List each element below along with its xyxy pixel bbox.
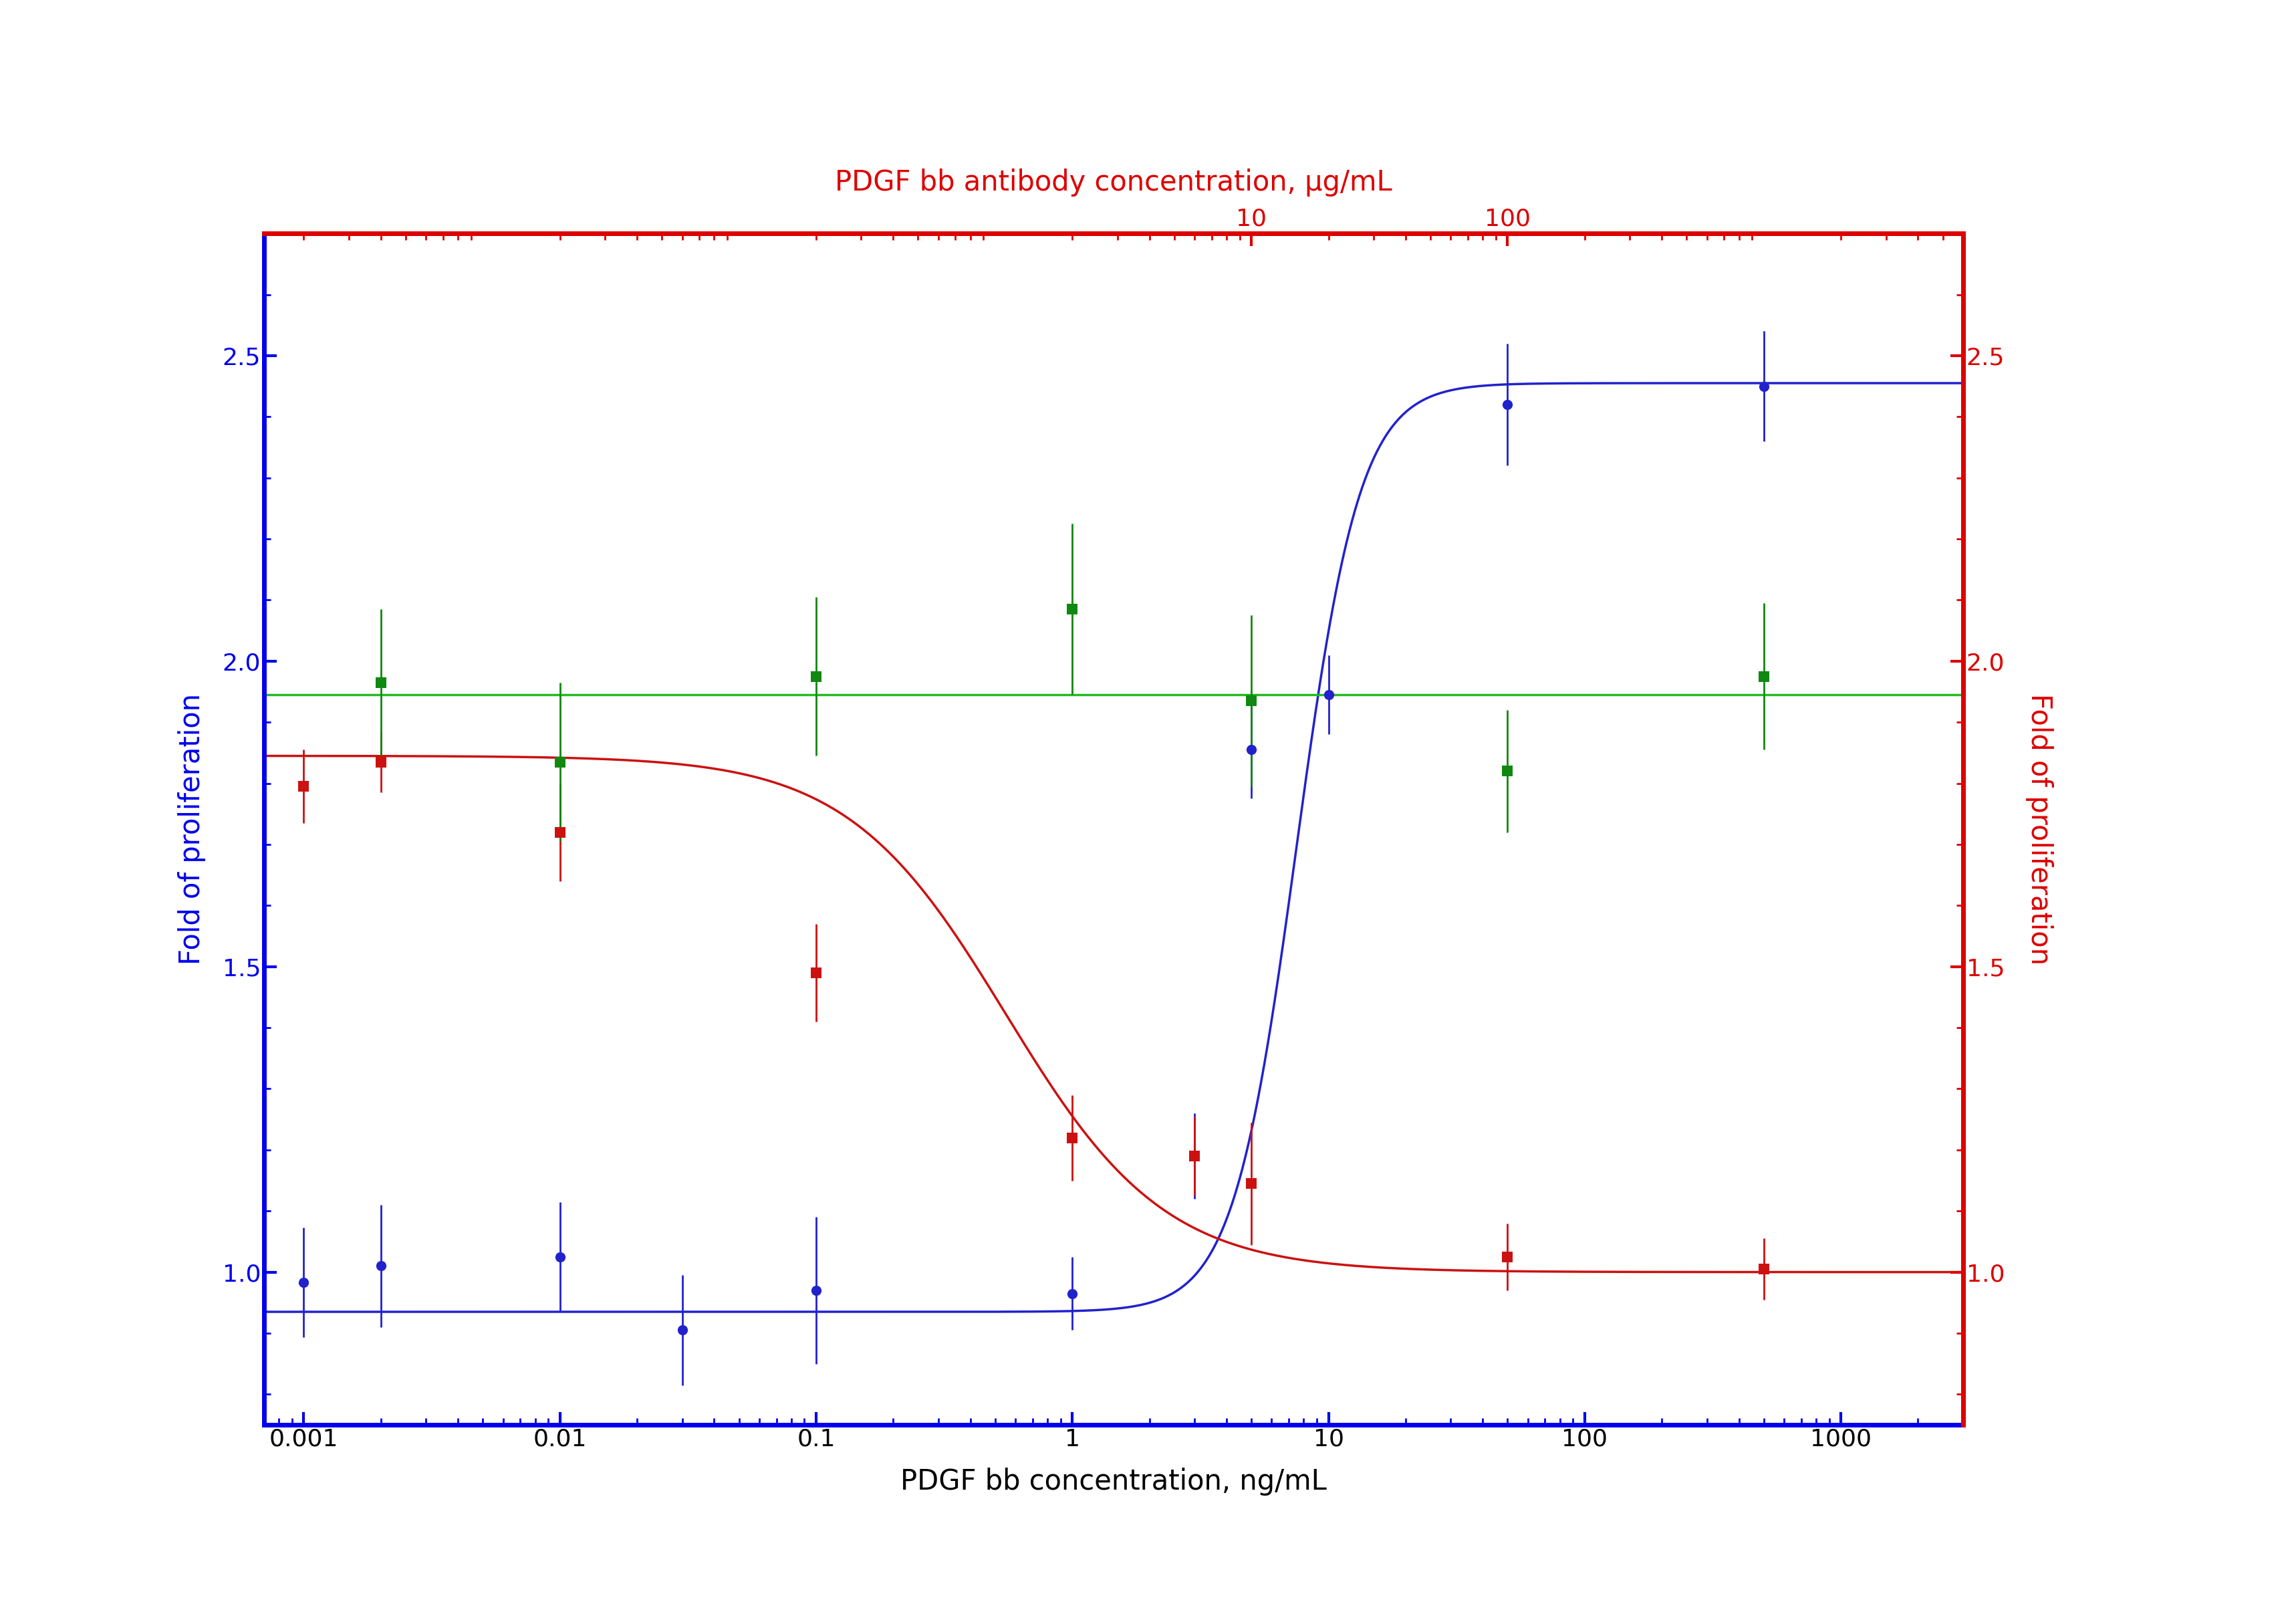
Y-axis label: Fold of proliferation: Fold of proliferation (177, 694, 207, 964)
Y-axis label: Fold of proliferation: Fold of proliferation (2025, 694, 2053, 964)
X-axis label: PDGF bb concentration, ng/mL: PDGF bb concentration, ng/mL (900, 1468, 1327, 1496)
X-axis label: PDGF bb antibody concentration, μg/mL: PDGF bb antibody concentration, μg/mL (836, 169, 1391, 196)
